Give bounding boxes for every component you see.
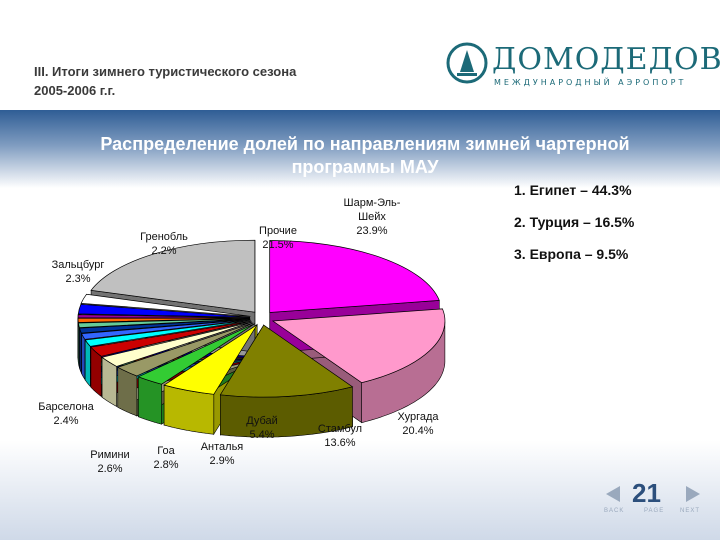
chart-title: Распределение долей по направлениям зимн… [40,133,690,179]
back-label[interactable]: BACK [604,508,625,514]
title-band [0,110,720,188]
pie-slice-side [81,333,86,380]
slice-label: Зальцбург [52,259,105,271]
pie-slice [271,308,446,384]
logo-subtitle: МЕЖДУНАРОДНЫЙ АЭРОПОРТ [494,78,687,87]
section-title-line1: III. Итоги зимнего туристического сезона [34,64,297,79]
slice-value-label: 21.5% [262,239,293,251]
pie-slice [77,317,251,323]
slice-value-label: 2.2% [151,245,176,257]
slice-value-label: 5.4% [249,429,274,441]
side-item-egypt: 1. Египет – 44.3% [514,182,632,198]
pie-slice [219,324,354,398]
domodedovo-logo: ДОМОДЕДОВО МЕЖДУНАРОДНЫЙ АЭРОПОРТ [444,40,720,100]
pie-slice [77,314,251,319]
side-item-turkey: 2. Турция – 16.5% [514,214,635,230]
slide-header: III. Итоги зимнего туристического сезона… [0,0,720,110]
pie-slice [90,239,256,313]
slice-label: Гоа [157,445,175,457]
section-title: III. Итоги зимнего туристического сезона… [34,62,296,100]
slice-value-label: 2.3% [65,273,90,285]
pie-slice-side [84,339,91,387]
pie-slice [77,318,251,328]
airport-emblem-icon [446,42,488,84]
slice-label: Прочие [259,225,297,237]
page-label: PAGE [644,508,665,514]
slice-label: Римини [90,449,129,461]
slice-value-label: 13.6% [324,437,355,449]
slice-value-label: 20.4% [402,425,433,437]
slice-value-label: 2.9% [209,455,234,467]
chart-title-line2: программы МАУ [291,157,439,177]
slice-value-label: 2.8% [153,459,178,471]
back-icon[interactable] [598,483,630,505]
pie-slice [101,321,253,367]
pie-slice [116,322,254,377]
slice-label: Шейх [358,211,386,223]
slice-value-label: 2.6% [97,463,122,475]
slice-value-label: 2.4% [53,415,78,427]
next-label[interactable]: NEXT [680,508,701,514]
slice-label: Барселона [38,401,94,413]
slice-label: Стамбул [318,423,362,435]
side-item-europe: 3. Европа – 9.5% [514,246,629,262]
pie-slice [90,320,252,357]
pie-slice [81,319,251,340]
pie-slice-side [79,328,82,374]
pie-slice-side [138,376,162,425]
slice-label: Хургада [397,411,439,423]
section-title-line2: 2005-2006 г.г. [34,83,116,98]
pie-slice [80,293,251,317]
pie-slice [84,319,251,347]
slice-label: Шарм-Эль- [344,197,401,209]
logo-name: ДОМОДЕДОВО [492,42,720,77]
pie-slice [163,324,258,395]
slice-value-label: 23.9% [356,225,387,237]
page-number: 21 [632,478,661,508]
next-icon[interactable] [676,483,708,505]
slice-label: Гренобль [140,231,188,243]
pie-slice [77,303,251,318]
pie-slice [79,318,251,334]
chart-title-line1: Распределение долей по направлениям зимн… [100,134,630,154]
pie-slice [137,323,255,385]
slice-label: Анталья [201,441,244,453]
pie-slice [269,240,440,313]
footer-gradient [0,440,720,540]
slice-label: Дубай [246,415,278,427]
